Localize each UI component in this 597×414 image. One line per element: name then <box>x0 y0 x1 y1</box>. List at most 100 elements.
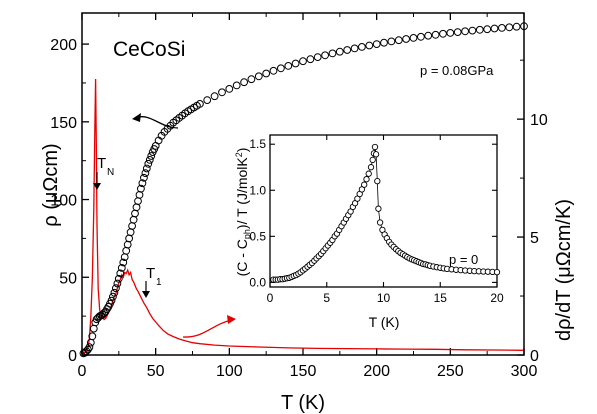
rho-data-point <box>117 264 126 272</box>
x-tick-label: 300 <box>511 363 538 380</box>
rho-data-point <box>225 85 234 93</box>
rho-data-point <box>417 32 425 41</box>
rho-data-point <box>210 92 219 101</box>
inset-annotation: p = 0 <box>449 252 478 267</box>
left-axis-arrow-head <box>132 113 141 122</box>
rho-data-point <box>147 152 156 160</box>
sample-title: CeCoSi <box>113 38 185 61</box>
specific-heat-data-point <box>365 170 372 177</box>
pressure-annotation: p = 0.08GPa <box>420 63 494 78</box>
inset-x-tick-label: 5 <box>323 291 330 305</box>
rho-data-point <box>144 159 153 168</box>
inset-ticks <box>269 135 498 287</box>
rho-data-point <box>284 62 293 70</box>
right-y-tick-label: 5 <box>530 230 539 247</box>
x-tick-label: 100 <box>216 363 243 380</box>
rho-data-point <box>113 279 122 288</box>
rho-data-point <box>365 41 374 50</box>
inset-tick-labels: 0 5 10 15 20 0.0 0.5 1.0 1.5 <box>249 137 504 305</box>
rho-data-point <box>112 284 120 293</box>
left-y-tick-label: 0 <box>68 348 77 365</box>
inset-y-label-close: ) <box>234 148 250 153</box>
rho-data-point <box>498 24 506 32</box>
rho-data-point <box>145 156 154 164</box>
rho-data-point <box>109 292 117 301</box>
rho-data-point <box>89 324 98 333</box>
rho-data-point <box>131 209 139 218</box>
rho-data-point <box>84 345 92 354</box>
marker-TN-sub: N <box>107 167 114 178</box>
rho-data-point <box>138 179 147 188</box>
specific-heat-data-point <box>369 156 376 164</box>
rho-data-point <box>299 57 307 66</box>
right-axis-arrow <box>182 319 233 338</box>
right-axis-arrow-head <box>227 315 236 324</box>
rho-data-point <box>135 191 144 199</box>
rho-data-point <box>247 75 256 84</box>
rho-data-point <box>335 47 344 56</box>
left-y-tick-label: 150 <box>50 115 77 132</box>
rho-data-point <box>402 35 411 43</box>
rho-data-point <box>461 27 470 36</box>
rho-data-point <box>114 274 123 283</box>
rho-data-point <box>490 24 499 33</box>
inset-series <box>270 143 501 283</box>
marker-TN-label: T <box>97 155 106 172</box>
rho-data-point <box>409 34 418 42</box>
rho-data-point <box>141 169 150 178</box>
right-y-tick-label: 0 <box>530 348 539 365</box>
inset-y-tick-label: 1.0 <box>249 183 266 197</box>
right-axis-label: dρ/dT (μΩcm/K) <box>553 199 575 341</box>
x-tick-label: 150 <box>290 363 317 380</box>
inset-y-tick-label: 0.5 <box>249 229 266 243</box>
rho-data-point <box>313 53 322 61</box>
specific-heat-data-point <box>374 177 381 185</box>
rho-data-point <box>446 29 455 37</box>
left-axis-label: ρ (μΩcm) <box>40 143 62 226</box>
inset-frame <box>269 134 498 288</box>
specific-heat-data-point <box>361 181 368 188</box>
rho-data-point <box>453 28 462 36</box>
marker-T1-arrow-head <box>142 291 150 298</box>
rho-data-point <box>387 37 396 46</box>
marker-TN-arrow-head <box>93 183 101 190</box>
rho-data-point <box>196 100 204 108</box>
inset-y-label-sup: 2 <box>234 152 244 157</box>
marker-TN: T N <box>93 155 114 190</box>
inset-x-tick-label: 0 <box>267 291 274 305</box>
rho-data-point <box>128 222 137 230</box>
inset-y-label-sub: ph <box>242 229 252 239</box>
right-y-tick-label: 10 <box>530 112 548 129</box>
rho-data-point <box>142 164 151 173</box>
rho-data-point <box>431 30 440 39</box>
marker-T1: T 1 <box>142 265 162 298</box>
x-tick-label: 250 <box>437 363 464 380</box>
rho-data-point <box>116 269 125 278</box>
rho-data-point <box>277 64 285 73</box>
rho-data-point <box>203 96 212 104</box>
specific-heat-data-point <box>493 268 501 276</box>
rho-data-point <box>483 25 492 34</box>
drho-dT-line <box>81 78 525 355</box>
left-y-tick-label: 50 <box>59 270 77 287</box>
rho-data-point <box>512 22 521 31</box>
specific-heat-data-point <box>372 151 380 158</box>
rho-data-point <box>372 40 381 48</box>
rho-data-point <box>262 69 271 78</box>
rho-data-point <box>358 43 366 51</box>
inset-y-axis-label: (C - Cph)/ T (J/molK2) <box>234 148 252 277</box>
rho-data-point <box>269 66 278 75</box>
inset-plot: 0 5 10 15 20 0.0 0.5 1.0 1.5 p = 0 T (K) (C - Cp… <box>234 134 504 330</box>
rho-data-point <box>424 31 433 40</box>
x-tick-label: 200 <box>363 363 390 380</box>
inset-x-tick-label: 15 <box>434 291 448 305</box>
rho-data-point <box>132 203 141 212</box>
rho-data-point <box>129 215 138 224</box>
inset-x-axis-label: T (K) <box>369 314 400 330</box>
rho-data-point <box>119 258 128 267</box>
rho-data-point <box>328 49 337 58</box>
rho-data-point <box>134 197 142 206</box>
rho-data-point <box>126 228 135 237</box>
